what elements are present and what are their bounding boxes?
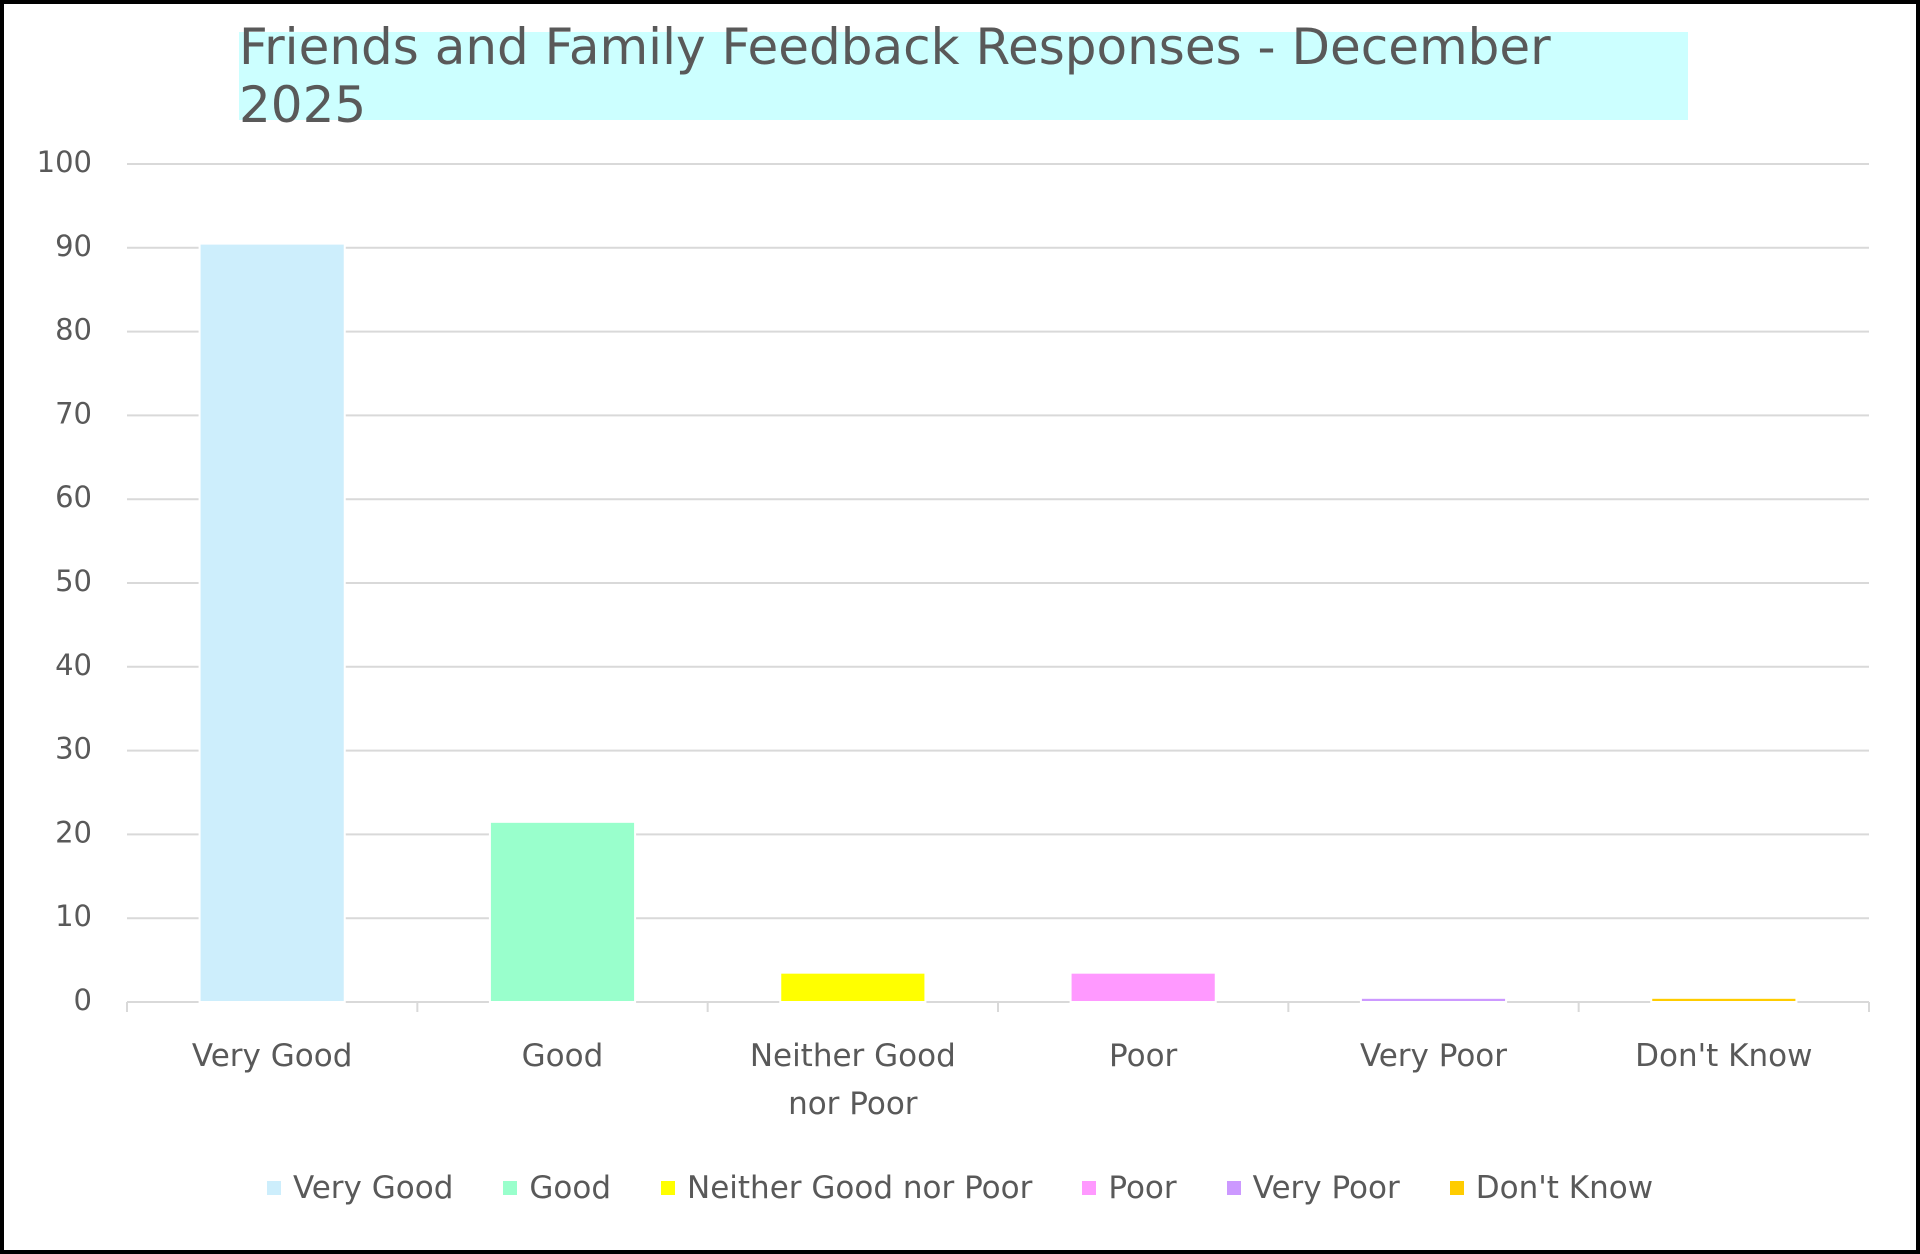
y-tick-label: 80 bbox=[55, 313, 92, 347]
legend-label: Don't Know bbox=[1475, 1170, 1654, 1206]
legend-label: Neither Good nor Poor bbox=[687, 1170, 1033, 1206]
x-tick-label: Very Good bbox=[191, 1038, 353, 1074]
legend-item: Poor bbox=[1082, 1170, 1177, 1206]
y-tick-label: 70 bbox=[55, 396, 92, 430]
bar bbox=[779, 971, 927, 1003]
legend-item: Neither Good nor Poor bbox=[661, 1170, 1032, 1206]
y-tick-label: 100 bbox=[37, 145, 92, 179]
y-tick-label: 0 bbox=[74, 983, 92, 1017]
y-tick-label: 90 bbox=[55, 229, 92, 263]
bar bbox=[1650, 996, 1798, 1003]
legend-item: Good bbox=[503, 1170, 611, 1206]
legend-label: Poor bbox=[1108, 1170, 1177, 1206]
y-tick-label: 40 bbox=[55, 648, 92, 682]
bar bbox=[488, 820, 637, 1004]
legend-swatch bbox=[1226, 1181, 1241, 1195]
legend-label: Very Poor bbox=[1252, 1170, 1400, 1206]
legend-swatch bbox=[266, 1181, 281, 1195]
legend: Very Good Good Neither Good nor Poor Poor Ve… bbox=[4, 1170, 1916, 1206]
x-tick-label: Poor bbox=[1109, 1038, 1178, 1074]
legend-label: Good bbox=[529, 1170, 612, 1206]
legend-swatch bbox=[661, 1181, 676, 1195]
y-tick-label: 30 bbox=[55, 732, 92, 766]
x-tick-label: Neither Good nor Poor bbox=[749, 1038, 956, 1122]
plot: 0 10 20 30 40 50 60 70 80 90 100 bbox=[37, 145, 1870, 1017]
y-tick-label: 60 bbox=[55, 480, 92, 514]
legend-label: Very Good bbox=[292, 1170, 454, 1206]
legend-item: Very Good bbox=[266, 1170, 454, 1206]
legend-swatch bbox=[503, 1181, 518, 1195]
legend-swatch bbox=[1449, 1181, 1464, 1195]
bar bbox=[198, 242, 346, 1004]
bar bbox=[1069, 971, 1217, 1003]
x-tick-label: Very Poor bbox=[1359, 1038, 1508, 1074]
x-tick-label: Don't Know bbox=[1635, 1038, 1813, 1074]
legend-swatch bbox=[1082, 1181, 1097, 1195]
legend-item: Don't Know bbox=[1449, 1170, 1654, 1206]
y-tick-label: 20 bbox=[55, 815, 92, 849]
bar bbox=[1359, 996, 1508, 1003]
y-tick-label: 50 bbox=[55, 564, 92, 598]
legend-item: Very Poor bbox=[1226, 1170, 1400, 1206]
y-tick-label: 10 bbox=[55, 899, 92, 933]
x-tick-label: Good bbox=[521, 1038, 604, 1074]
